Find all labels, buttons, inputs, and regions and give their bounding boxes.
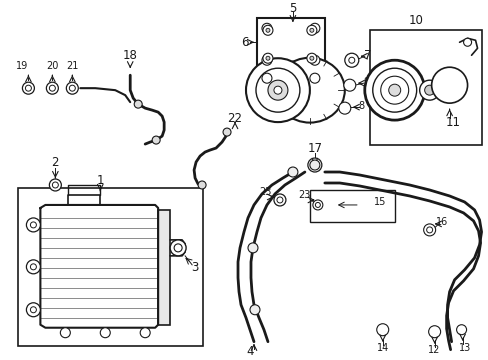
Circle shape — [309, 56, 313, 60]
Circle shape — [198, 181, 205, 189]
Text: 3: 3 — [191, 261, 199, 274]
Circle shape — [309, 73, 319, 83]
Circle shape — [134, 100, 142, 108]
Text: 23: 23 — [298, 190, 310, 200]
Circle shape — [306, 53, 316, 63]
Text: 6: 6 — [241, 36, 248, 49]
Circle shape — [423, 224, 435, 236]
Text: 14: 14 — [376, 343, 388, 353]
Circle shape — [69, 85, 75, 91]
Circle shape — [140, 328, 150, 338]
Circle shape — [30, 264, 36, 270]
Circle shape — [262, 55, 271, 65]
Text: 4: 4 — [246, 345, 253, 358]
Circle shape — [426, 227, 432, 233]
Circle shape — [262, 23, 271, 33]
Circle shape — [60, 328, 70, 338]
Text: 2: 2 — [52, 156, 59, 168]
Circle shape — [311, 162, 317, 168]
Text: 18: 18 — [122, 49, 138, 62]
Text: 22: 22 — [227, 112, 242, 125]
Bar — [158, 210, 170, 325]
Circle shape — [30, 307, 36, 313]
Circle shape — [52, 182, 58, 188]
Text: 20: 20 — [46, 61, 59, 71]
Bar — [309, 190, 394, 222]
Circle shape — [49, 179, 61, 191]
Circle shape — [343, 79, 355, 91]
Text: 11: 11 — [445, 116, 460, 129]
Circle shape — [26, 218, 41, 232]
Circle shape — [249, 305, 260, 315]
Circle shape — [306, 25, 316, 35]
Text: 23: 23 — [258, 187, 270, 197]
Ellipse shape — [274, 58, 344, 123]
Text: 9: 9 — [363, 77, 369, 87]
Circle shape — [265, 56, 269, 60]
Circle shape — [100, 328, 110, 338]
Text: 17: 17 — [307, 141, 322, 154]
Circle shape — [247, 243, 258, 253]
Circle shape — [265, 28, 269, 32]
Circle shape — [307, 158, 321, 172]
Circle shape — [380, 76, 408, 104]
Circle shape — [348, 57, 354, 63]
Circle shape — [372, 68, 416, 112]
Circle shape — [364, 60, 424, 120]
Circle shape — [338, 102, 350, 114]
Circle shape — [287, 167, 297, 177]
Text: 7: 7 — [363, 49, 371, 62]
Circle shape — [388, 84, 400, 96]
Circle shape — [456, 325, 466, 335]
Circle shape — [25, 85, 31, 91]
Circle shape — [273, 86, 282, 94]
Circle shape — [309, 55, 319, 65]
Circle shape — [419, 80, 439, 100]
Circle shape — [312, 200, 322, 210]
Text: 1: 1 — [96, 175, 104, 188]
Circle shape — [245, 58, 309, 122]
Text: 5: 5 — [288, 2, 296, 15]
Circle shape — [309, 23, 319, 33]
Text: 15: 15 — [373, 197, 385, 207]
Circle shape — [49, 85, 55, 91]
Circle shape — [424, 85, 434, 95]
Circle shape — [170, 240, 186, 256]
Bar — [369, 30, 481, 145]
Text: 13: 13 — [458, 343, 470, 353]
Circle shape — [276, 197, 283, 203]
Circle shape — [431, 67, 467, 103]
Circle shape — [463, 38, 470, 46]
Text: 16: 16 — [435, 217, 447, 227]
Circle shape — [344, 53, 358, 67]
Circle shape — [26, 260, 41, 274]
Circle shape — [223, 128, 230, 136]
Circle shape — [263, 53, 272, 63]
Circle shape — [309, 28, 313, 32]
Circle shape — [22, 82, 34, 94]
Bar — [19, 188, 203, 346]
Circle shape — [315, 202, 320, 207]
Circle shape — [273, 194, 285, 206]
Circle shape — [267, 80, 287, 100]
Circle shape — [174, 244, 182, 252]
Text: 12: 12 — [427, 345, 440, 355]
Circle shape — [26, 303, 41, 317]
Circle shape — [46, 82, 58, 94]
Text: 8: 8 — [358, 101, 364, 111]
Circle shape — [30, 222, 36, 228]
Bar — [257, 18, 324, 90]
Circle shape — [255, 68, 299, 112]
Circle shape — [262, 73, 271, 83]
Circle shape — [376, 324, 388, 336]
Circle shape — [309, 160, 319, 170]
Text: 10: 10 — [407, 14, 422, 27]
Circle shape — [66, 82, 78, 94]
Circle shape — [152, 136, 160, 144]
Circle shape — [428, 326, 440, 338]
Text: 19: 19 — [16, 61, 28, 71]
Circle shape — [263, 25, 272, 35]
Text: 21: 21 — [66, 61, 79, 71]
